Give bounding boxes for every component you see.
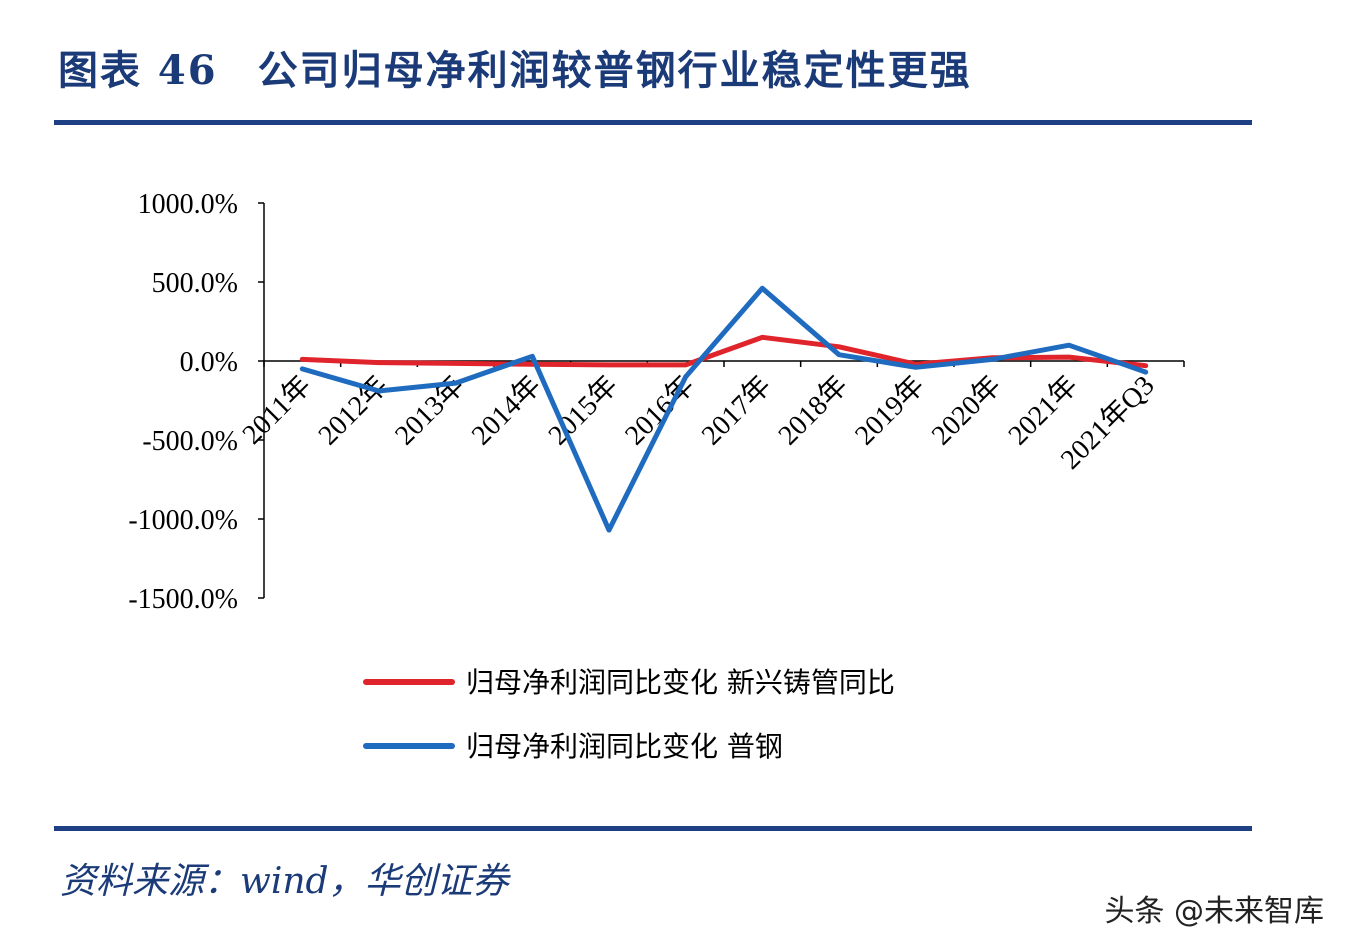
series-1-point (990, 357, 995, 362)
top-rule (54, 120, 1252, 125)
series-lines (299, 285, 1149, 533)
y-axis: 1000.0% 500.0% 0.0% -500.0% -1000.0% -1500.0% (128, 189, 265, 615)
series-1-point (530, 354, 535, 359)
line-chart: 1000.0% 500.0% 0.0% -500.0% -1000.0% -1500.0%… (128, 189, 1185, 763)
series-1-point (1067, 343, 1071, 348)
series-0-point (377, 360, 381, 365)
x-tick-label: 2014年 (465, 369, 547, 451)
series-line-1 (299, 285, 1149, 533)
legend-label-0: 归母净利润同比变化 新兴铸管同比 (466, 666, 895, 699)
bottom-rule (54, 826, 1252, 831)
y-tick-label: -1000.0% (128, 505, 238, 536)
series-0-point (1067, 355, 1071, 360)
y-tick-label: 0.0% (180, 347, 238, 378)
series-1-point (837, 352, 841, 357)
watermark: 头条 @未来智库 (1104, 894, 1324, 929)
series-1-point (453, 381, 458, 386)
series-1-point (300, 366, 305, 371)
source-note: 资料来源：wind，华创证券 (60, 861, 509, 902)
x-tick-label: 2018年 (772, 369, 854, 451)
y-tick-label: -1500.0% (128, 584, 238, 615)
series-0-point (607, 362, 611, 367)
x-tick-label: 2011年 (236, 369, 317, 450)
series-1-point (377, 389, 381, 394)
series-0-point (760, 335, 765, 340)
series-0-point (1143, 363, 1148, 368)
y-tick-label: -500.0% (142, 426, 238, 457)
legend-label-1: 归母净利润同比变化 普钢 (466, 730, 783, 763)
series-0-point (837, 344, 841, 349)
chart-title-block: 图表 46 公司归母净利润较普钢行业稳定性更强 (58, 38, 972, 96)
series-1-point (1143, 370, 1148, 375)
x-tick-label: 2016年 (619, 369, 701, 451)
x-tick-label: 2020年 (925, 369, 1007, 451)
x-tick-label: 2019年 (849, 369, 931, 451)
y-tick-label: 500.0% (152, 268, 238, 299)
series-1-point (607, 528, 611, 533)
series-0-point (300, 357, 305, 362)
x-axis: 2011年2012年2013年2014年2015年2016年2017年2018年… (236, 360, 1185, 476)
series-0-point (453, 361, 458, 366)
figure-title: 公司归母净利润较普钢行业稳定性更强 (257, 47, 972, 94)
series-1-point (760, 286, 765, 291)
x-tick-label: 2017年 (695, 369, 777, 451)
series-1-point (683, 374, 688, 379)
y-tick-label: 1000.0% (138, 189, 238, 220)
series-1-point (913, 365, 918, 370)
series-0-point (683, 362, 688, 367)
figure-label: 图表 46 (58, 47, 218, 94)
